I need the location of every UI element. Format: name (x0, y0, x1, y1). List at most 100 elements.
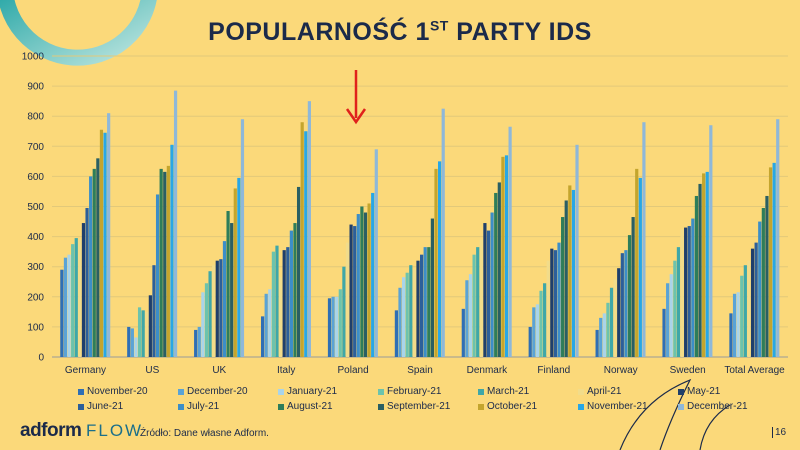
bar (71, 244, 75, 357)
y-tick-label: 800 (27, 112, 44, 123)
bar (349, 224, 353, 357)
bar (543, 283, 547, 357)
bar (412, 269, 416, 357)
x-tick-label: Finland (537, 365, 570, 376)
bar (535, 304, 540, 357)
bar (702, 173, 706, 357)
bar (461, 308, 465, 357)
bar (550, 248, 554, 357)
bar (137, 307, 142, 357)
bar (130, 328, 134, 357)
x-tick-label: US (145, 365, 159, 376)
bar (532, 307, 536, 357)
bar (360, 206, 364, 357)
bar (63, 257, 68, 357)
bar (768, 167, 773, 357)
bar (85, 208, 89, 357)
bar (148, 295, 152, 357)
bar (617, 268, 621, 357)
bar (638, 177, 642, 357)
bar (750, 248, 755, 357)
bar (300, 122, 304, 357)
bar (260, 316, 265, 357)
bar (599, 317, 603, 357)
bar (546, 260, 550, 357)
bar (212, 265, 216, 357)
bar (568, 185, 572, 357)
bar (553, 250, 558, 357)
bar (627, 235, 632, 357)
bar (441, 108, 445, 357)
highlight-arrow-icon (345, 70, 367, 125)
bar (557, 242, 561, 357)
bar (564, 200, 568, 357)
legend-swatch (378, 403, 384, 410)
bar (736, 292, 740, 357)
bar (606, 302, 610, 357)
source-note: Źródło: Dane własne Adform. (140, 428, 269, 439)
legend-swatch (578, 403, 584, 410)
x-axis-ticks: Germany US UK Italy Poland Spain Denmark Finlan… (65, 365, 785, 376)
bar (307, 101, 311, 358)
bar (772, 162, 776, 357)
bar (427, 247, 431, 357)
bar (595, 329, 599, 357)
bar (765, 195, 769, 357)
bar (233, 188, 237, 357)
bar (571, 189, 576, 357)
bar (204, 283, 209, 357)
bar (96, 158, 100, 357)
y-tick-label: 400 (27, 232, 44, 243)
bar (353, 226, 357, 357)
bar (81, 223, 86, 357)
legend-label: December-21 (687, 401, 748, 412)
x-tick-label: Spain (407, 365, 433, 376)
bar (642, 122, 646, 357)
bar (483, 223, 487, 357)
bar (631, 217, 635, 357)
bar (289, 230, 293, 357)
bar (170, 144, 174, 357)
bar (438, 161, 442, 357)
bar (92, 168, 96, 357)
legend-label: March-21 (487, 386, 530, 397)
bar (208, 271, 212, 357)
bar (166, 165, 170, 357)
bar (687, 226, 691, 357)
bar (286, 247, 290, 357)
bar (275, 245, 279, 357)
flow-logo: FLOW (86, 421, 144, 440)
bar (327, 298, 332, 357)
y-tick-label: 700 (27, 142, 44, 153)
bar (494, 192, 498, 357)
legend-label: August-21 (287, 401, 333, 412)
legend-item: October-21 (478, 401, 578, 412)
bar (430, 218, 434, 357)
bar (504, 155, 509, 357)
chart-bars (60, 90, 780, 358)
legend-item: February-21 (378, 386, 478, 397)
page-number: 16 (772, 427, 786, 438)
x-tick-label: Germany (65, 365, 106, 376)
bar (237, 177, 241, 357)
legend-swatch (278, 403, 284, 410)
legend-item: July-21 (178, 401, 278, 412)
bar (230, 223, 234, 357)
bar (691, 218, 695, 357)
bar (331, 296, 335, 357)
y-tick-label: 0 (38, 353, 44, 364)
decor-leaf (619, 378, 692, 450)
bar (416, 260, 420, 357)
legend-swatch (578, 388, 584, 395)
bar (528, 326, 532, 357)
legend-swatch (478, 403, 484, 410)
bar (539, 290, 543, 357)
bar (127, 326, 131, 357)
legend-swatch (678, 388, 684, 395)
bar (740, 275, 744, 357)
legend-item: November-21 (578, 401, 678, 412)
legend-item: April-21 (578, 386, 678, 397)
bar (761, 208, 765, 357)
bar (561, 217, 565, 357)
